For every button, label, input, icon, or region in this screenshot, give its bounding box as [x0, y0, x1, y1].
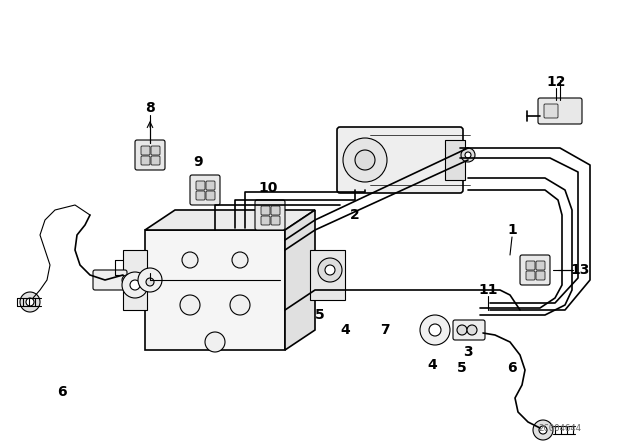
FancyBboxPatch shape — [196, 191, 205, 200]
Circle shape — [182, 252, 198, 268]
Text: 2: 2 — [350, 208, 360, 222]
Circle shape — [138, 268, 162, 292]
FancyBboxPatch shape — [526, 261, 535, 270]
Circle shape — [146, 278, 154, 286]
FancyBboxPatch shape — [544, 104, 558, 118]
Text: 10: 10 — [259, 181, 278, 195]
FancyBboxPatch shape — [93, 270, 127, 290]
Circle shape — [343, 138, 387, 182]
Bar — [310, 250, 345, 300]
FancyBboxPatch shape — [271, 206, 280, 215]
Text: 6: 6 — [57, 385, 67, 399]
Circle shape — [205, 332, 225, 352]
Text: 8: 8 — [145, 101, 155, 115]
Circle shape — [122, 275, 132, 285]
FancyBboxPatch shape — [206, 181, 215, 190]
FancyBboxPatch shape — [206, 191, 215, 200]
Circle shape — [420, 315, 450, 345]
Circle shape — [20, 292, 40, 312]
Circle shape — [318, 258, 342, 282]
Circle shape — [457, 325, 467, 335]
FancyBboxPatch shape — [135, 140, 165, 170]
Text: 9: 9 — [193, 155, 203, 169]
FancyBboxPatch shape — [151, 146, 160, 155]
Circle shape — [533, 420, 553, 440]
FancyBboxPatch shape — [141, 146, 150, 155]
Text: 5: 5 — [315, 308, 325, 322]
Text: 11: 11 — [478, 283, 498, 297]
FancyBboxPatch shape — [526, 271, 535, 280]
Circle shape — [467, 325, 477, 335]
FancyBboxPatch shape — [520, 255, 550, 285]
Text: 4: 4 — [340, 323, 350, 337]
Circle shape — [26, 298, 34, 306]
FancyBboxPatch shape — [453, 320, 485, 340]
Text: 13: 13 — [570, 263, 589, 277]
FancyBboxPatch shape — [536, 261, 545, 270]
Circle shape — [232, 252, 248, 268]
Circle shape — [355, 150, 375, 170]
FancyBboxPatch shape — [536, 271, 545, 280]
FancyBboxPatch shape — [151, 156, 160, 165]
Bar — [145, 230, 285, 350]
Text: 3: 3 — [463, 345, 473, 359]
FancyBboxPatch shape — [271, 216, 280, 225]
Circle shape — [230, 295, 250, 315]
FancyBboxPatch shape — [141, 156, 150, 165]
Circle shape — [130, 280, 140, 290]
Circle shape — [180, 295, 200, 315]
FancyBboxPatch shape — [261, 216, 270, 225]
Circle shape — [461, 148, 475, 162]
Bar — [445, 140, 465, 180]
Text: 4: 4 — [427, 358, 437, 372]
Text: 5: 5 — [457, 361, 467, 375]
Polygon shape — [285, 210, 315, 350]
Text: 12: 12 — [547, 75, 566, 89]
Bar — [123, 250, 147, 310]
FancyBboxPatch shape — [190, 175, 220, 205]
Text: 6: 6 — [507, 361, 517, 375]
Text: 7: 7 — [380, 323, 390, 337]
FancyBboxPatch shape — [255, 200, 285, 230]
Text: 2C004644: 2C004644 — [538, 423, 582, 432]
Circle shape — [122, 272, 148, 298]
FancyBboxPatch shape — [538, 98, 582, 124]
FancyBboxPatch shape — [261, 206, 270, 215]
Text: 1: 1 — [507, 223, 517, 237]
Polygon shape — [145, 210, 315, 230]
FancyBboxPatch shape — [337, 127, 463, 193]
Circle shape — [325, 265, 335, 275]
FancyBboxPatch shape — [196, 181, 205, 190]
Circle shape — [429, 324, 441, 336]
Circle shape — [465, 152, 471, 158]
Circle shape — [539, 426, 547, 434]
